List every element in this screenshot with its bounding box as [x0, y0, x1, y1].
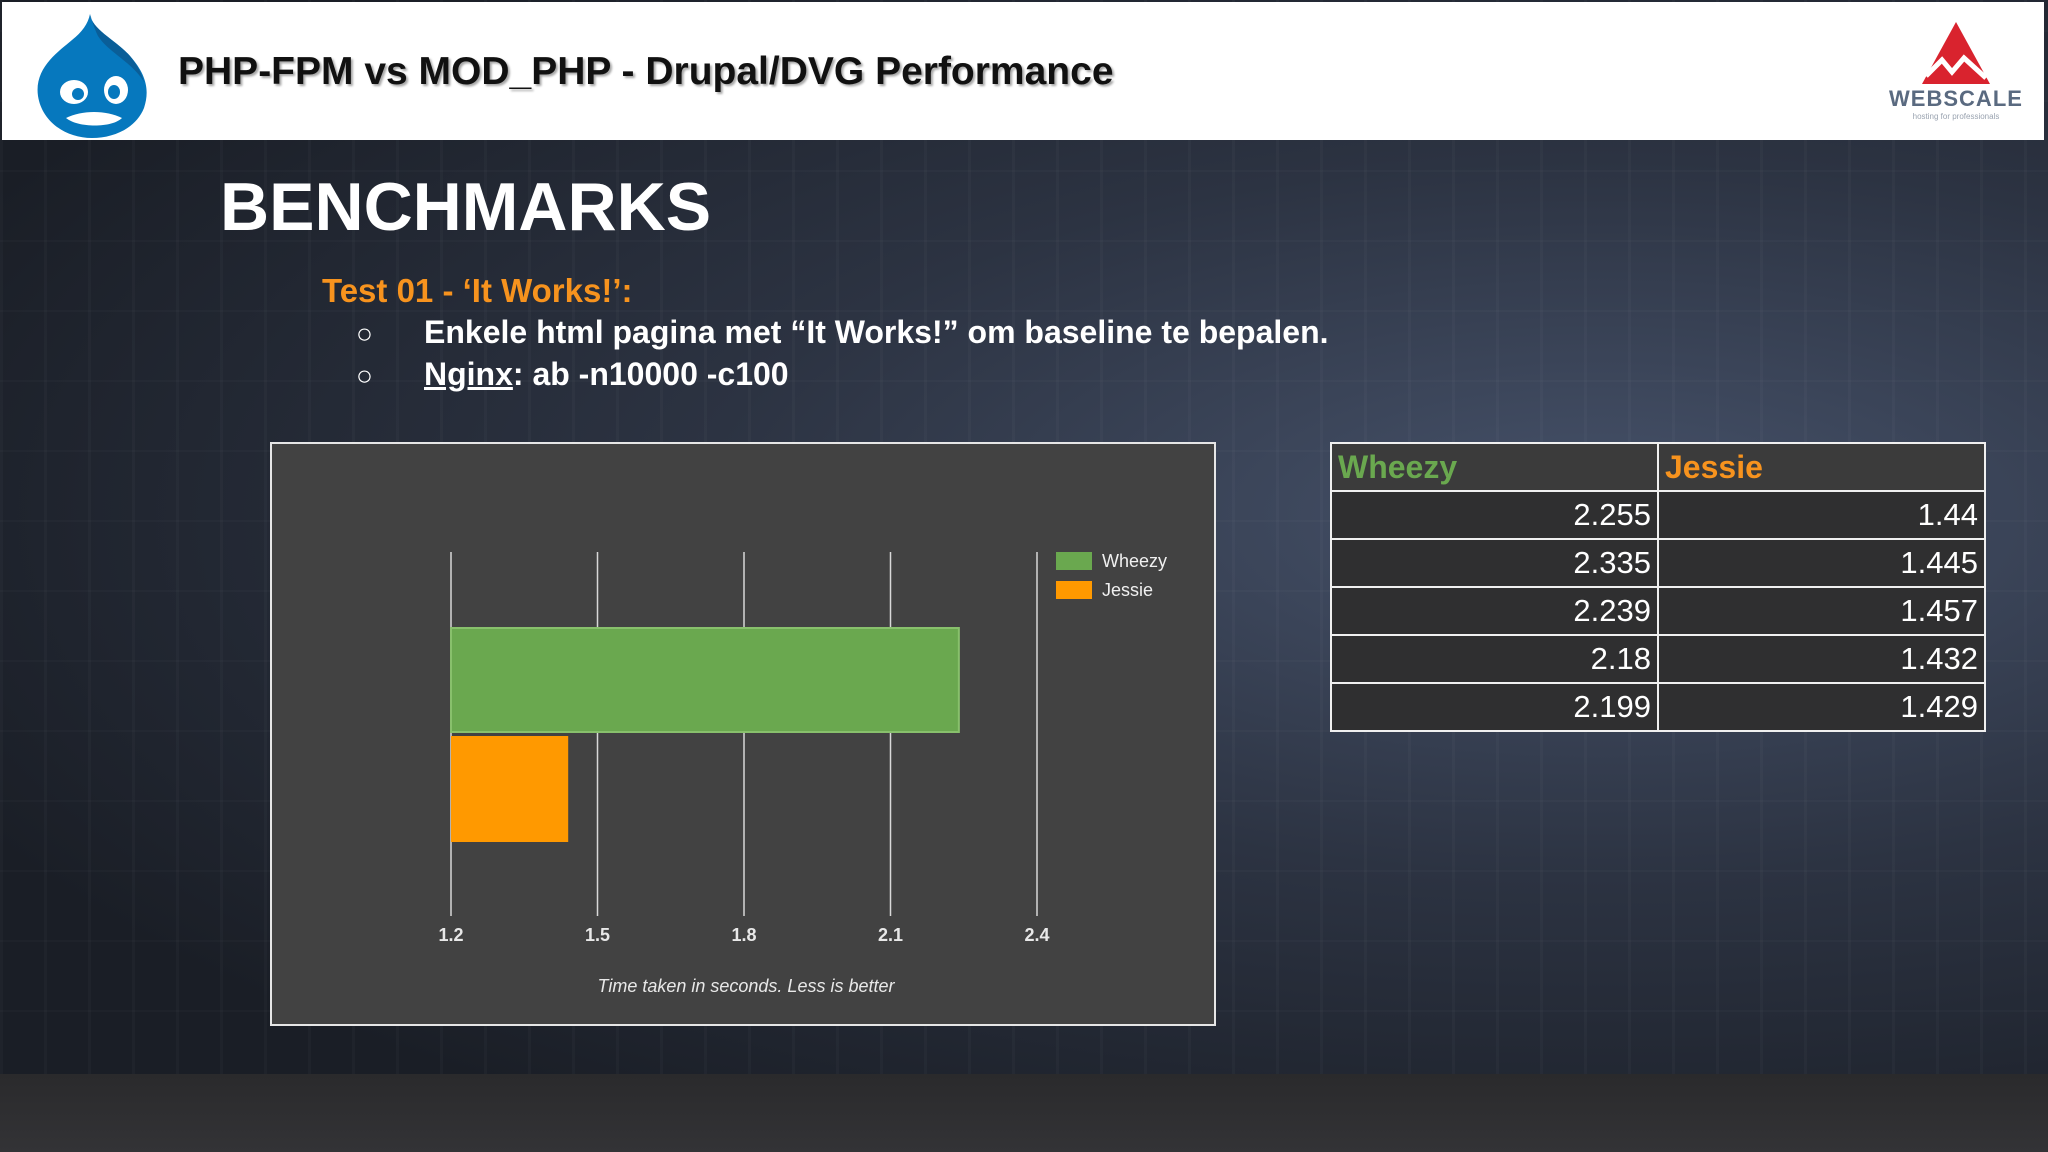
- bullet-circle-icon: ○: [356, 318, 373, 349]
- webscale-wordmark: WEBSCALE: [1889, 86, 2023, 111]
- webscale-mountain-icon: [1922, 22, 1990, 84]
- legend-label-wheezy: Wheezy: [1102, 551, 1167, 571]
- table-row: 2.199 1.429: [1330, 682, 1986, 732]
- cell-wheezy: 2.199: [1330, 682, 1659, 732]
- cell-wheezy: 2.255: [1330, 490, 1659, 540]
- webscale-tagline: hosting for professionals: [1912, 112, 2000, 121]
- x-axis-label: Time taken in seconds. Less is better: [598, 976, 896, 996]
- bar-jessie: [451, 736, 569, 842]
- x-tick-label: 1.2: [438, 925, 463, 945]
- cell-jessie: 1.457: [1657, 586, 1986, 636]
- table-row: 2.239 1.457: [1330, 586, 1986, 636]
- x-tick-label: 2.4: [1024, 925, 1049, 945]
- test-heading: Test 01 - ‘It Works!’:: [322, 272, 633, 309]
- cell-wheezy: 2.335: [1330, 538, 1659, 588]
- x-tick-label: 2.1: [878, 925, 903, 945]
- cell-jessie: 1.432: [1657, 634, 1986, 684]
- cell-jessie: 1.445: [1657, 538, 1986, 588]
- bullet-text: : ab -n10000 -c100: [512, 356, 789, 392]
- column-header-wheezy: Wheezy: [1330, 442, 1659, 492]
- table-body: 2.255 1.44 2.335 1.445 2.239 1.457 2.18 1.432 2.…: [1330, 490, 1986, 732]
- chart-gridlines: [450, 552, 1038, 916]
- bar-chart-panel: 1.2 1.5 1.8 2.1 2.4 Wheezy Jessie Time taken …: [270, 442, 1216, 1026]
- nginx-link[interactable]: Nginx: [424, 356, 513, 392]
- drupal-drop-icon: [37, 14, 147, 138]
- x-tick-label: 1.5: [585, 925, 610, 945]
- header-title: PHP-FPM vs MOD_PHP - Drupal/DVG Performa…: [178, 50, 1114, 93]
- chart-bars: [450, 627, 960, 842]
- cell-jessie: 1.429: [1657, 682, 1986, 732]
- table-row: 2.255 1.44: [1330, 490, 1986, 540]
- cell-wheezy: 2.18: [1330, 634, 1659, 684]
- bar-chart: 1.2 1.5 1.8 2.1 2.4 Wheezy Jessie Time taken …: [438, 551, 1167, 996]
- bullet-circle-icon: ○: [356, 360, 373, 391]
- legend-swatch-wheezy: [1056, 552, 1092, 570]
- column-header-jessie: Jessie: [1657, 442, 1986, 492]
- results-table: Wheezy Jessie 2.255 1.44 2.335 1.445 2.239 1.…: [1330, 442, 1986, 732]
- table-row: 2.18 1.432: [1330, 634, 1986, 684]
- legend-swatch-jessie: [1056, 581, 1092, 599]
- bullet-item: ○ Enkele html pagina met “It Works!” om …: [356, 314, 1329, 354]
- chart-legend: Wheezy Jessie: [1056, 551, 1167, 600]
- chart-x-ticks: 1.2 1.5 1.8 2.1 2.4: [438, 925, 1049, 945]
- cell-jessie: 1.44: [1657, 490, 1986, 540]
- legend-label-jessie: Jessie: [1102, 580, 1153, 600]
- bullet-text: Enkele html pagina met “It Works!” om ba…: [424, 314, 1329, 350]
- bottom-band: [0, 1074, 2048, 1152]
- table-row: 2.335 1.445: [1330, 538, 1986, 588]
- x-tick-label: 1.8: [731, 925, 756, 945]
- cell-wheezy: 2.239: [1330, 586, 1659, 636]
- bar-wheezy: [450, 627, 960, 733]
- slide-title: BENCHMARKS: [220, 169, 712, 245]
- bullet-item: ○ Nginx : ab -n10000 -c100: [356, 356, 789, 396]
- slide-header: PHP-FPM vs MOD_PHP - Drupal/DVG Performa…: [2, 2, 2044, 140]
- table-header-row: Wheezy Jessie: [1330, 442, 1986, 492]
